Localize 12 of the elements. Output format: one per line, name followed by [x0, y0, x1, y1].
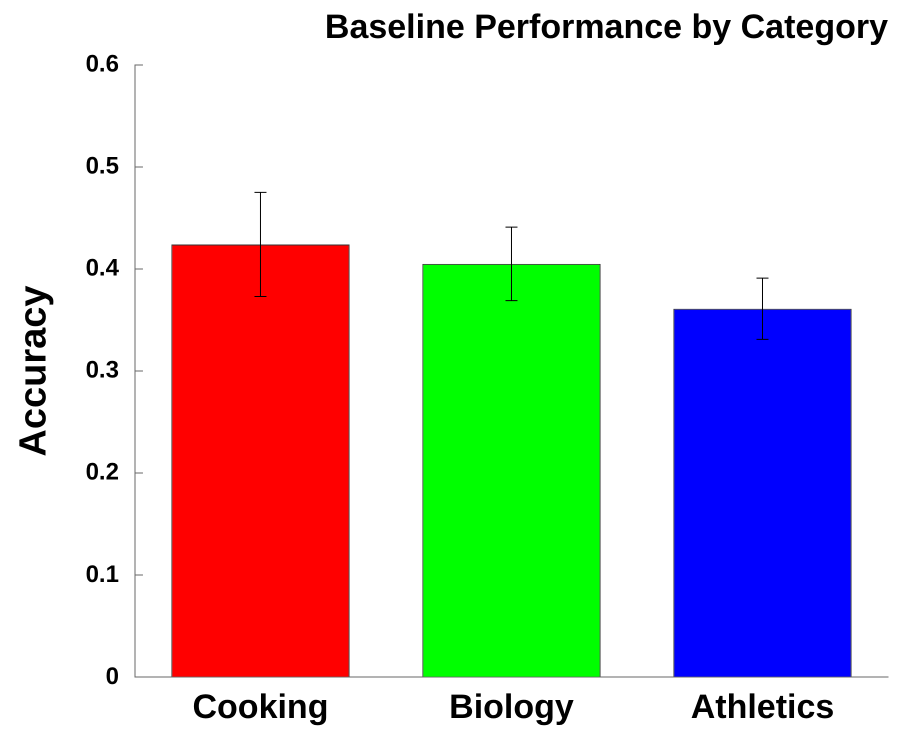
- x-tick-label: Biology: [449, 688, 574, 726]
- y-tick-label: 0.6: [86, 50, 119, 78]
- y-tick-label: 0.5: [86, 152, 119, 180]
- y-axis-title: Accuracy: [12, 285, 54, 457]
- chart-title: Baseline Performance by Category: [324, 8, 888, 46]
- y-tick-label: 0.4: [86, 254, 120, 282]
- x-tick-label: Cooking: [192, 688, 328, 726]
- y-tick-label: 0: [106, 662, 119, 690]
- y-tick-label: 0.2: [86, 458, 119, 486]
- y-tick-label: 0.3: [86, 356, 119, 384]
- y-tick-label: 0.1: [86, 560, 119, 588]
- x-tick-label: Athletics: [690, 688, 834, 726]
